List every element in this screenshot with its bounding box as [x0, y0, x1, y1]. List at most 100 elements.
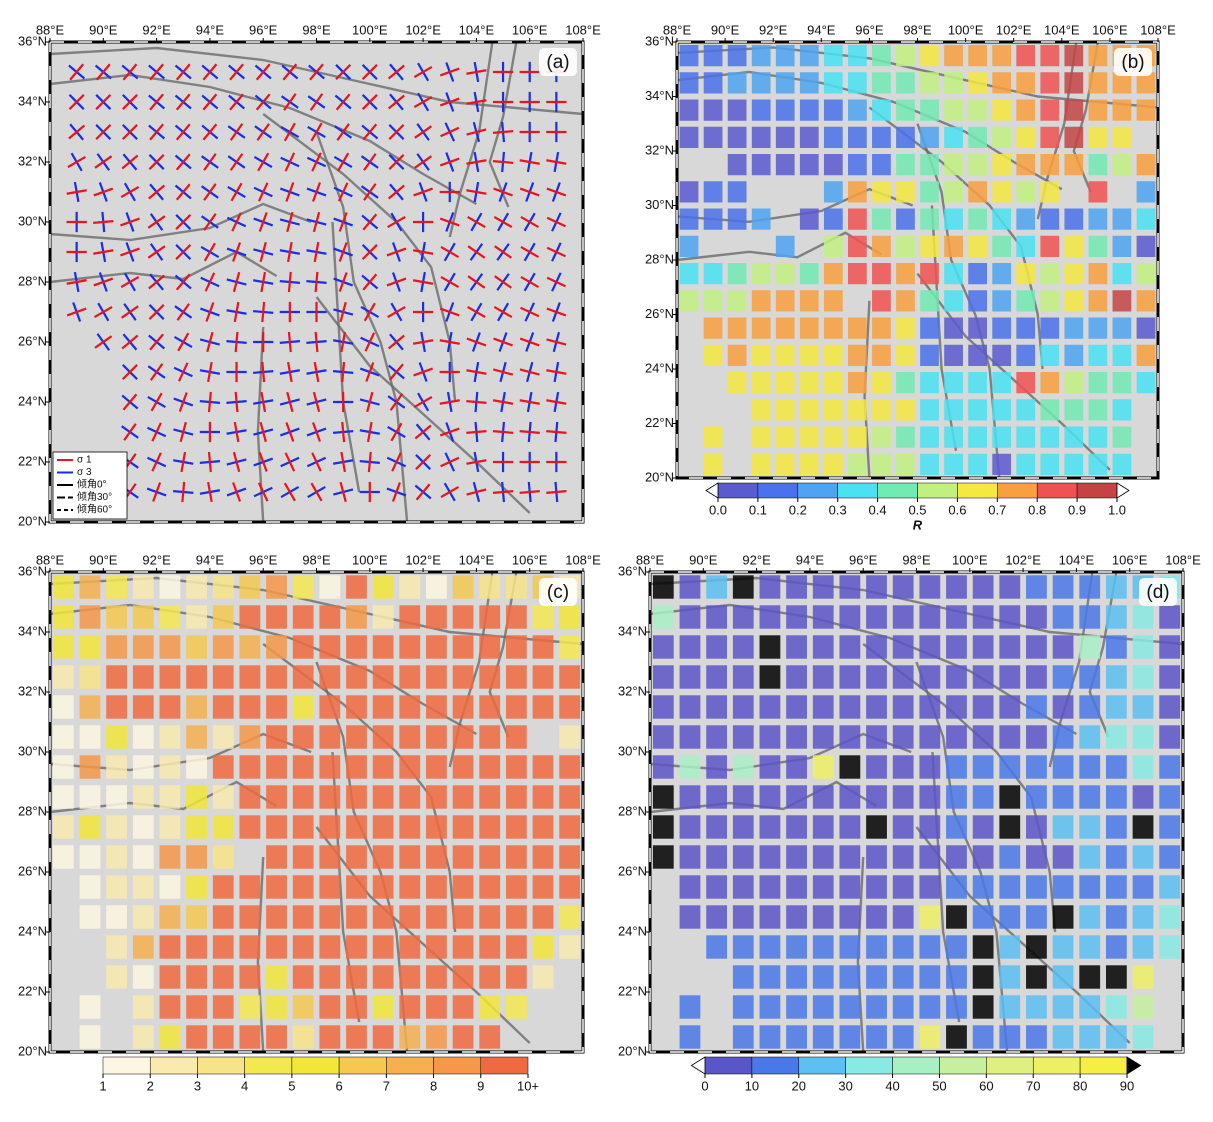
grid-cell: [992, 344, 1012, 367]
grid-cell: [292, 665, 314, 689]
grid-cell: [892, 695, 914, 719]
grid-cell: [1112, 344, 1132, 367]
sigma1-bar: [178, 392, 188, 412]
grid-cell: [732, 875, 754, 899]
grid-cell: [775, 317, 795, 339]
grid-cell: [1052, 995, 1074, 1019]
x-tick-label: 96°E: [249, 22, 278, 37]
grid-cell: [186, 845, 207, 869]
sigma1-bar: [546, 276, 566, 288]
grid-cell: [679, 695, 701, 719]
grid-cell: [1026, 755, 1047, 779]
grid-cell: [159, 575, 181, 599]
sigma1-bar: [341, 361, 346, 383]
grid-cell: [292, 965, 314, 989]
grid-cell: [532, 815, 554, 839]
grid-cell: [132, 635, 154, 659]
sigma1-bar: [494, 275, 512, 289]
y-tick-label: 32°N: [645, 142, 674, 157]
grid-cell: [812, 635, 834, 659]
grid-cell: [759, 665, 781, 689]
sigma1-bar: [339, 481, 347, 503]
grid-cell: [1040, 371, 1060, 394]
grid-cell: [426, 665, 447, 689]
grid-cell: [812, 695, 834, 719]
grid-cell: [799, 262, 819, 285]
grid-cell: [132, 935, 154, 959]
grid-cell: [1088, 453, 1108, 476]
y-tick-label: 36°N: [18, 563, 47, 578]
grid-cell: [1105, 785, 1127, 809]
grid-cell: [775, 426, 795, 448]
grid-cell: [266, 995, 287, 1019]
grid-cell: [452, 695, 474, 719]
grid-cell: [786, 575, 807, 599]
grid-cell: [972, 755, 994, 779]
grid-cell: [319, 875, 341, 899]
grid-cell: [346, 785, 367, 809]
grid-cell: [732, 665, 754, 689]
grid-cell: [159, 635, 181, 659]
grid-cell: [872, 290, 891, 312]
colorbar-tick-label: 0.2: [789, 502, 807, 517]
grid-cell: [727, 72, 747, 94]
grid-cell: [186, 695, 207, 719]
colorbar-tick-label: 8: [430, 1078, 437, 1093]
sigma1-bar: [203, 183, 217, 201]
colorbar-swatch: [1036, 482, 1078, 499]
grid-cell: [812, 905, 834, 929]
grid-cell: [919, 785, 941, 809]
sigma1-bar: [149, 363, 164, 381]
grid-cell: [799, 72, 819, 94]
grid-cell: [679, 99, 699, 121]
grid-cell: [399, 575, 421, 599]
sigma1-bar: [93, 249, 114, 255]
grid-cell: [892, 935, 914, 959]
fault-line: [50, 603, 477, 736]
grid-cell: [946, 785, 967, 809]
grid-cell: [944, 371, 963, 394]
colorbar-over: [1126, 1056, 1142, 1075]
colorbar-swatch: [480, 1056, 529, 1075]
grid-cell: [186, 755, 207, 779]
grid-cell: [1079, 995, 1101, 1019]
fault-line: [650, 603, 1077, 736]
grid-cell: [679, 575, 701, 599]
y-tick-label: 20°N: [645, 469, 674, 484]
grid-cell: [1132, 995, 1154, 1019]
y-tick-label: 24°N: [18, 923, 47, 938]
colorbar-swatch: [338, 1056, 387, 1075]
grid-cell: [1040, 235, 1060, 258]
fault-line: [448, 42, 494, 238]
sigma1-bar: [414, 125, 433, 139]
x-tick-label: 108°E: [1140, 22, 1176, 37]
grid-cell: [896, 290, 915, 312]
grid-cell: [944, 426, 963, 448]
grid-cell: [706, 725, 728, 749]
grid-cell: [559, 755, 581, 779]
sigma1-bar: [466, 189, 487, 195]
panel-label-box: [1114, 48, 1152, 76]
grid-cell: [479, 605, 501, 629]
grid-cell: [212, 695, 234, 719]
grid-cell: [946, 635, 967, 659]
grid-cell: [132, 965, 154, 989]
sigma1-bar: [387, 215, 406, 229]
grid-cell: [839, 665, 861, 689]
grid-cell: [775, 153, 795, 176]
grid-cell: [106, 965, 128, 989]
grid-cell: [399, 1025, 421, 1049]
grid-cell: [920, 290, 939, 312]
sigma1-bar: [314, 331, 319, 353]
grid-cell: [319, 995, 341, 1019]
sigma1-bar: [202, 93, 218, 111]
grid-cell: [823, 235, 843, 258]
grid-cell: [52, 785, 74, 809]
grid-cell: [346, 695, 367, 719]
colorbar-swatch: [986, 1056, 1034, 1075]
grid-cell: [1064, 72, 1084, 94]
sigma1-bar: [148, 184, 166, 200]
sigma1-bar: [149, 333, 164, 351]
grid-cell: [679, 605, 701, 629]
grid-cell: [1040, 208, 1060, 230]
